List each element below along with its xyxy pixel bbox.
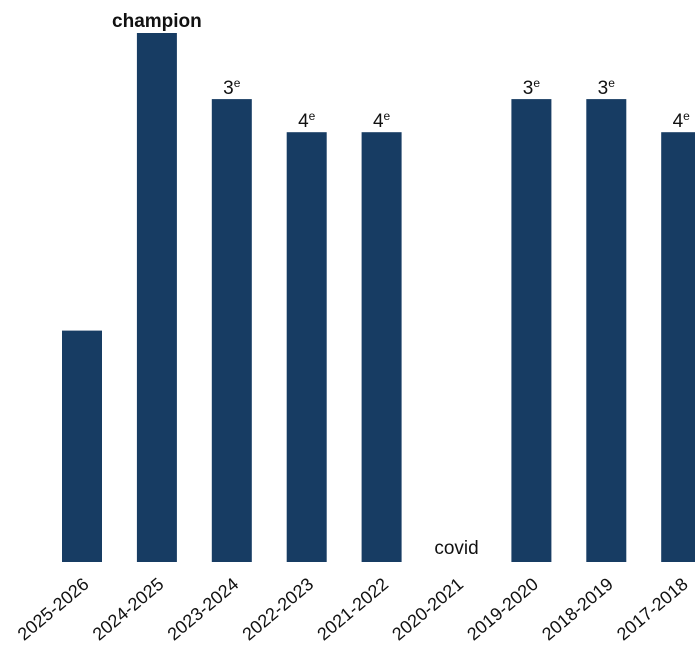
data-label-2021-2022: 4e (373, 109, 391, 132)
data-label-value: champion (112, 11, 202, 32)
x-tick-2019-2020: 2019-2020 (463, 574, 542, 645)
bar-2018-2019 (586, 99, 627, 562)
data-label-2018-2019: 3e (598, 76, 616, 99)
data-label-value: 4 (673, 111, 684, 132)
data-label-2022-2023: 4e (298, 109, 316, 132)
bar-2024-2025 (136, 33, 177, 562)
data-label-superscript: e (309, 109, 316, 123)
data-label-2024-2025: champion (112, 11, 202, 32)
data-label-value: 4 (373, 111, 384, 132)
bar-2019-2020 (511, 99, 552, 562)
data-label-2023-2024: 3e (223, 76, 241, 99)
data-label-superscript: e (683, 109, 690, 123)
bar-2022-2023 (286, 132, 327, 562)
x-tick-2020-2021: 2020-2021 (388, 574, 467, 645)
bars-group (62, 33, 695, 562)
x-tick-2023-2024: 2023-2024 (164, 574, 243, 645)
x-tick-labels-group: 2025-20262024-20252023-20242022-20232021… (14, 574, 692, 645)
data-label-value: 3 (598, 78, 609, 99)
x-tick-2017-2018: 2017-2018 (613, 574, 692, 645)
data-label-2017-2018: 4e (673, 109, 691, 132)
x-tick-2018-2019: 2018-2019 (538, 574, 617, 645)
data-label-superscript: e (608, 76, 615, 90)
data-label-value: 3 (523, 78, 534, 99)
x-tick-2022-2023: 2022-2023 (238, 574, 317, 645)
data-label-superscript: e (533, 76, 540, 90)
data-label-value: 3 (223, 78, 234, 99)
x-tick-2025-2026: 2025-2026 (14, 574, 93, 645)
data-label-superscript: e (384, 109, 391, 123)
bar-2017-2018 (661, 132, 695, 562)
bar-2023-2024 (211, 99, 252, 562)
data-label-value: 4 (298, 111, 309, 132)
data-label-superscript: e (234, 76, 241, 90)
x-tick-2024-2025: 2024-2025 (89, 574, 168, 645)
data-label-value: covid (434, 538, 478, 559)
data-label-2020-2021: covid (434, 538, 478, 559)
bar-2021-2022 (361, 132, 402, 562)
bar-2025-2026 (62, 330, 102, 562)
x-tick-2021-2022: 2021-2022 (313, 574, 392, 645)
data-label-2019-2020: 3e (523, 76, 541, 99)
